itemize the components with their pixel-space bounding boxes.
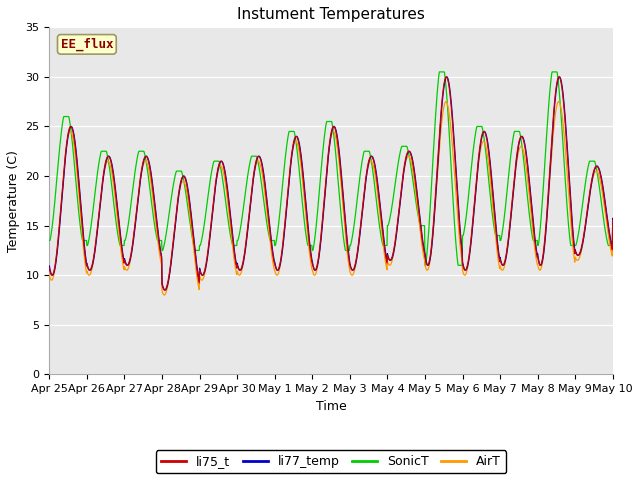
X-axis label: Time: Time bbox=[316, 400, 346, 413]
SonicT bbox=[323, 120, 330, 126]
AirT bbox=[45, 272, 53, 278]
Line: li77_temp: li77_temp bbox=[49, 77, 640, 290]
li75_t bbox=[443, 74, 451, 80]
SonicT bbox=[419, 223, 426, 228]
li75_t bbox=[451, 145, 458, 151]
Y-axis label: Temperature (C): Temperature (C) bbox=[7, 150, 20, 252]
li77_temp bbox=[451, 140, 458, 145]
li77_temp bbox=[61, 164, 68, 169]
li75_t bbox=[161, 287, 168, 293]
li77_temp bbox=[443, 74, 451, 80]
li75_t bbox=[61, 159, 68, 165]
SonicT bbox=[45, 238, 53, 243]
SonicT bbox=[436, 69, 444, 75]
li75_t bbox=[419, 242, 427, 248]
AirT bbox=[161, 292, 168, 298]
li75_t bbox=[366, 155, 374, 161]
AirT bbox=[442, 99, 450, 105]
AirT bbox=[61, 161, 68, 167]
Title: Instument Temperatures: Instument Temperatures bbox=[237, 7, 425, 22]
AirT bbox=[285, 171, 293, 177]
li77_temp bbox=[285, 174, 293, 180]
SonicT bbox=[451, 218, 458, 224]
li75_t bbox=[285, 170, 293, 176]
li77_temp bbox=[161, 287, 169, 293]
AirT bbox=[366, 159, 374, 165]
li75_t bbox=[45, 265, 53, 271]
li77_temp bbox=[366, 156, 374, 162]
AirT bbox=[451, 168, 458, 174]
li77_temp bbox=[323, 171, 331, 177]
Line: SonicT: SonicT bbox=[49, 72, 640, 265]
Line: AirT: AirT bbox=[49, 102, 640, 295]
AirT bbox=[419, 250, 427, 255]
SonicT bbox=[365, 149, 373, 155]
li77_temp bbox=[45, 263, 53, 269]
SonicT bbox=[285, 129, 293, 134]
Legend: li75_t, li77_temp, SonicT, AirT: li75_t, li77_temp, SonicT, AirT bbox=[156, 450, 506, 473]
li77_temp bbox=[419, 240, 427, 245]
AirT bbox=[323, 168, 331, 173]
Text: EE_flux: EE_flux bbox=[61, 38, 113, 51]
SonicT bbox=[61, 114, 68, 120]
Line: li75_t: li75_t bbox=[49, 77, 640, 290]
li75_t bbox=[323, 167, 331, 172]
SonicT bbox=[421, 263, 429, 268]
